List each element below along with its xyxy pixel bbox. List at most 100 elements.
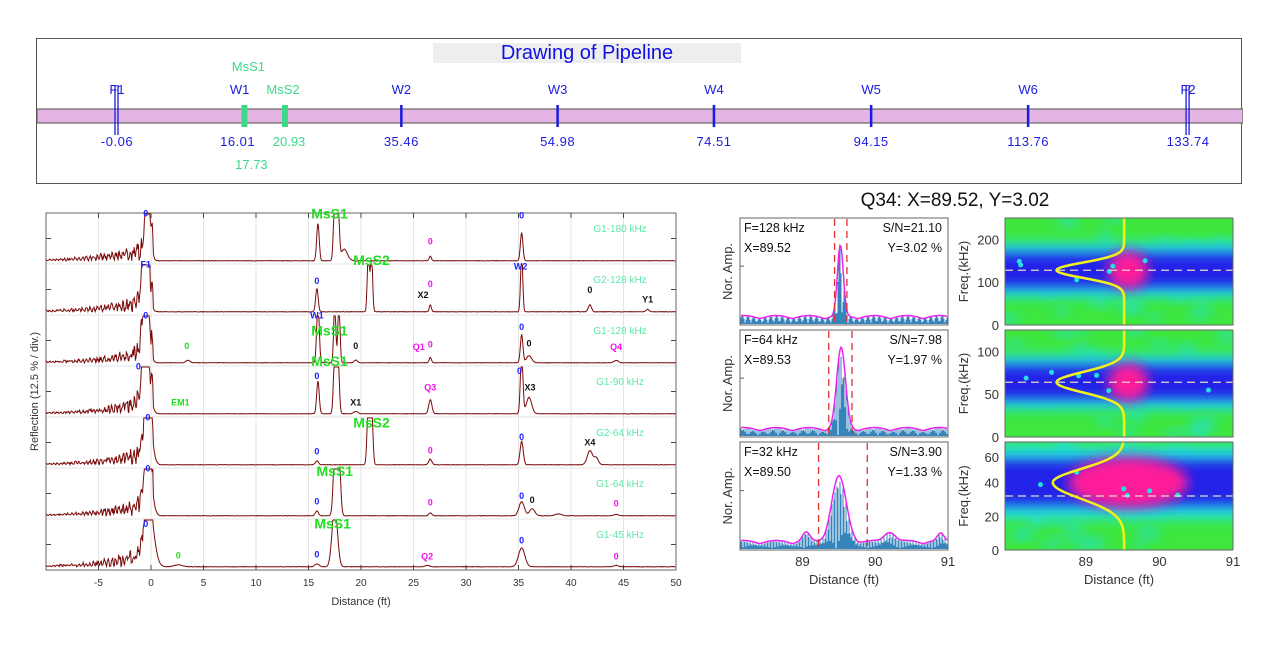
y-axis-label: Freq.(kHz) [956,353,971,414]
peak-annotation: MsS1 [311,353,348,369]
heatmap-dot [1037,482,1043,488]
trace-label: G1-45 kHz [596,530,644,541]
peak-annotation: 0 [428,498,433,508]
peak-annotation: 0 [530,495,535,505]
x-tick-label: 20 [355,578,367,589]
heatmap-dot [1147,488,1153,494]
ascan-signal [740,481,948,549]
y-tick-label: 0 [992,543,999,558]
peak-annotation: 0 [519,536,524,546]
peak-annotation: 0 [314,550,319,560]
heatmap-peak [1068,457,1189,508]
feature-label: F2 [1180,82,1195,97]
sensor-label: MsS1 [232,59,265,74]
spectrum-curve [1051,442,1126,550]
peak-annotation: 0 [614,551,619,561]
peak-annotation: X2 [417,290,428,300]
peak-annotation: X3 [525,383,536,393]
heatmap-patch [1064,523,1085,536]
peak-annotation: 0 [184,341,189,351]
heatmap-patch [1005,340,1025,347]
heatmap-dot [1175,492,1181,498]
trace-label: G1-64 kHz [596,479,644,490]
heatmap-dot [1124,492,1130,498]
heatmap-patch [1052,308,1071,316]
trace-line [45,213,676,263]
heatmap-patch [1051,516,1066,526]
heatmap-dot [1018,262,1024,268]
heatmap-patch [1186,312,1212,320]
feature-position: 113.76 [1007,134,1049,149]
y-axis-label: Freq.(kHz) [956,241,971,302]
y-tick-label: 60 [985,450,999,465]
sensor-position: 20.93 [273,134,306,149]
snr-label: S/N=7.98 [890,333,943,347]
feature-position: 54.98 [540,134,575,149]
detail-title: Q34: X=89.52, Y=3.02 [860,190,1050,211]
peak-annotation: 0 [517,366,522,376]
sensor-label: MsS2 [266,82,299,97]
frequency-label: F=64 kHz [744,333,798,347]
heatmap-patch [1005,314,1021,324]
feature-position: -0.06 [101,134,133,149]
trace-line [45,264,676,314]
peak-annotation: 0 [614,499,619,509]
pipeline-title: Drawing of Pipeline [433,43,741,63]
heatmap-dot [1106,388,1112,394]
trace-line [45,468,676,517]
peak-annotation: MsS1 [316,463,353,479]
ascan-signal [740,356,948,436]
ascan-envelope [740,243,948,320]
x-tick-label: 89 [795,554,809,569]
peak-annotation: Q1 [413,342,425,352]
snr-label: S/N=21.10 [883,221,942,235]
heatmap-patch [1069,344,1094,355]
peak-annotation: 0 [353,341,358,351]
frequency-label: F=32 kHz [744,445,798,459]
heatmap-patch [1052,330,1078,337]
spectrogram-frame [1004,329,1234,438]
y-tick-label: 200 [977,232,999,247]
spectrogram-frame [1004,217,1234,326]
x-tick-label: -5 [94,578,103,589]
heatmap-patch [1127,409,1146,422]
y-tick-label: 100 [977,275,999,290]
peak-annotation: 0 [136,361,141,371]
trace-label: G1-90 kHz [596,377,644,388]
frequency-label: F=128 kHz [744,221,805,235]
feature-position: 16.01 [220,134,255,149]
x-tick-label: 25 [408,578,420,589]
sensor-marker [241,105,248,127]
peak-annotation: Q4 [610,342,622,352]
peak-annotation: 0 [428,237,433,247]
peak-annotation: X4 [584,437,595,447]
trace-label: G1-128 kHz [593,326,646,337]
trace-line [45,366,676,415]
feature-label: W4 [704,82,724,97]
x-tick-label: 45 [618,578,630,589]
heatmap-patch [1186,425,1209,437]
ascan-envelope [741,474,948,545]
peak-annotation: EM1 [171,398,190,408]
trace-line [45,519,676,569]
peak-annotation: MsS1 [314,515,351,531]
heatmap-patch [1177,343,1197,355]
feature-label: W1 [230,82,250,97]
heatmap-dot [1049,369,1055,375]
x-tick-label: 90 [1152,554,1166,569]
sensor-marker [282,105,289,127]
spectrogram-heatmap [1005,442,1233,550]
plot-frame [45,212,677,571]
heatmap-patch [1134,528,1162,539]
heatmap-dot [1110,263,1116,269]
heatmap-patch [1069,538,1087,547]
peak-annotation: 0 [428,339,433,349]
peak-annotation: 0 [314,447,319,457]
heatmap-patch [1193,300,1210,312]
spectrum-curve [1055,330,1126,437]
trace-line [45,315,676,365]
trace-label: G2-64 kHz [596,428,644,439]
peak-annotation: W2 [514,262,528,272]
spectrogram-frame [1004,441,1234,551]
x-tick-label: 91 [941,554,955,569]
